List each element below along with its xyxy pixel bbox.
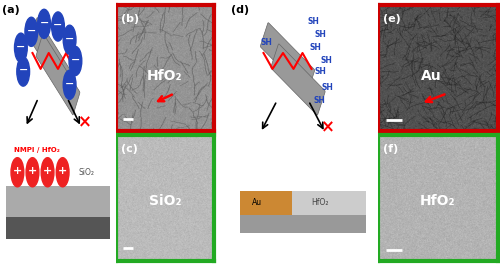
Text: SH: SH [314,67,326,76]
Circle shape [63,25,76,54]
Text: +: + [58,166,68,176]
Circle shape [63,70,76,99]
Circle shape [41,158,54,187]
Circle shape [26,158,39,187]
Text: SH: SH [313,96,325,105]
Text: (d): (d) [230,5,248,15]
Text: HfO₂: HfO₂ [420,194,455,207]
Text: SH: SH [307,17,319,26]
Text: −: − [26,25,36,36]
Text: (a): (a) [2,5,20,15]
Text: SiO₂: SiO₂ [79,168,95,177]
Bar [6,186,110,217]
Text: SH: SH [320,56,332,65]
Text: SH: SH [260,38,272,47]
Bar [240,191,292,215]
Circle shape [38,9,51,38]
Text: (c): (c) [121,144,138,154]
Text: +: + [28,166,37,176]
Text: −: − [18,65,28,75]
Circle shape [25,17,38,46]
Text: −: − [54,20,62,30]
Text: ×: × [321,118,335,136]
Text: (e): (e) [384,14,401,24]
Text: −: − [65,33,74,43]
Text: SH: SH [310,43,322,52]
FancyBboxPatch shape [260,23,314,94]
FancyBboxPatch shape [30,17,74,99]
Circle shape [56,158,69,187]
FancyBboxPatch shape [36,33,80,115]
Bar [292,191,366,215]
Circle shape [11,158,24,187]
Text: (b): (b) [121,14,139,24]
Circle shape [17,57,29,86]
Text: NMPI / HfO₂: NMPI / HfO₂ [14,147,60,153]
Text: HfO₂: HfO₂ [312,198,329,207]
Text: +: + [43,166,52,176]
Text: SH: SH [322,83,334,92]
Text: +: + [13,166,22,176]
Bar [240,215,366,233]
Circle shape [69,46,82,76]
Text: Au: Au [421,69,442,83]
Text: SH: SH [314,30,326,39]
Text: −: − [16,41,26,51]
Text: HfO₂: HfO₂ [147,69,182,83]
Text: −: − [65,78,74,89]
Text: −: − [70,55,80,65]
FancyBboxPatch shape [271,44,325,115]
Circle shape [52,12,64,41]
Text: ×: × [78,113,92,131]
Bar [6,217,110,238]
Text: (f): (f) [384,144,399,154]
Text: Au: Au [252,198,262,207]
Text: SiO₂: SiO₂ [148,194,181,207]
Circle shape [14,33,28,62]
Text: −: − [40,17,49,28]
